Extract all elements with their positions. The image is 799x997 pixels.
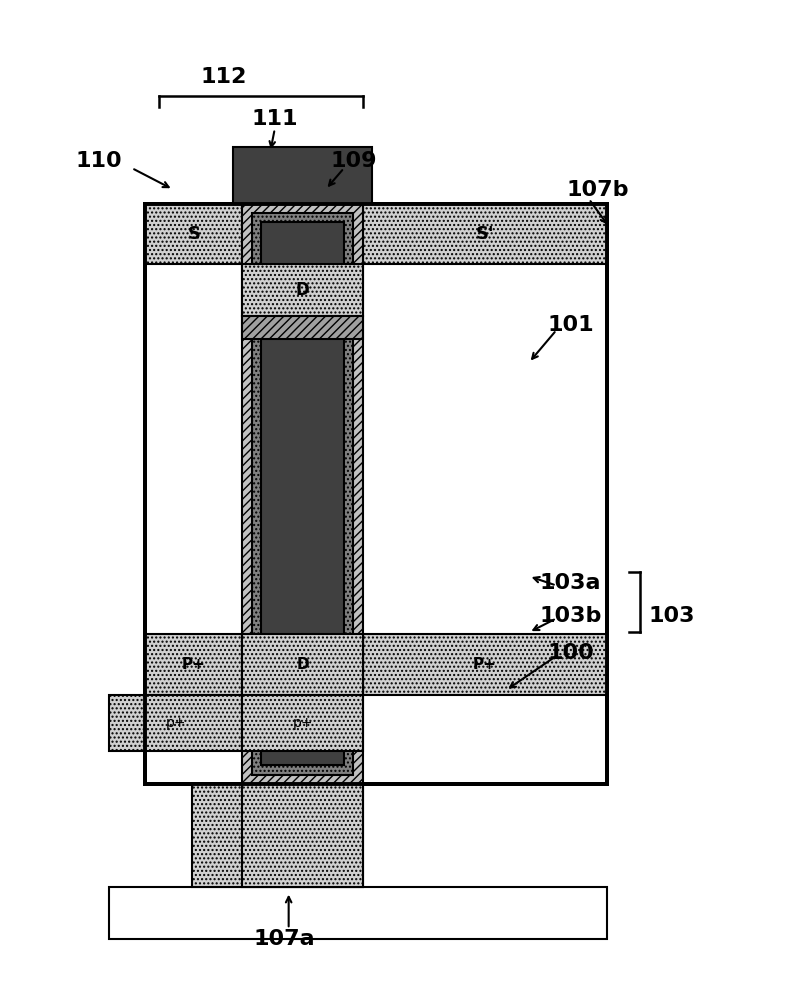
Text: S: S <box>188 225 201 243</box>
Bar <box>242 784 363 887</box>
Text: P+: P+ <box>473 657 497 672</box>
Bar <box>145 203 242 264</box>
Text: P+: P+ <box>182 657 206 672</box>
Bar <box>242 203 363 784</box>
Bar <box>145 634 242 695</box>
Text: 111: 111 <box>252 110 298 130</box>
Text: D: D <box>296 657 309 672</box>
Text: 107a: 107a <box>253 928 315 948</box>
Bar <box>261 222 344 766</box>
Bar <box>363 203 607 264</box>
Bar <box>109 695 242 752</box>
Text: D: D <box>296 281 309 299</box>
Text: 101: 101 <box>547 315 594 335</box>
Text: S': S' <box>475 225 495 243</box>
Text: 103b: 103b <box>539 605 602 625</box>
Bar <box>242 316 363 339</box>
Bar <box>363 634 607 695</box>
Text: 100: 100 <box>547 643 594 663</box>
Bar <box>192 784 363 887</box>
Bar <box>252 213 353 775</box>
Text: p+: p+ <box>292 716 312 730</box>
Text: 109: 109 <box>330 152 376 171</box>
Bar <box>242 264 363 316</box>
Text: 110: 110 <box>76 152 122 171</box>
Bar <box>233 148 372 203</box>
Text: 103: 103 <box>649 605 695 625</box>
Bar <box>242 695 363 752</box>
Text: 103a: 103a <box>539 572 601 593</box>
Bar <box>242 634 363 695</box>
Bar <box>109 887 607 938</box>
Text: 112: 112 <box>201 67 247 87</box>
Text: 107b: 107b <box>566 179 630 199</box>
Text: p+: p+ <box>165 716 185 730</box>
Bar <box>145 203 607 784</box>
